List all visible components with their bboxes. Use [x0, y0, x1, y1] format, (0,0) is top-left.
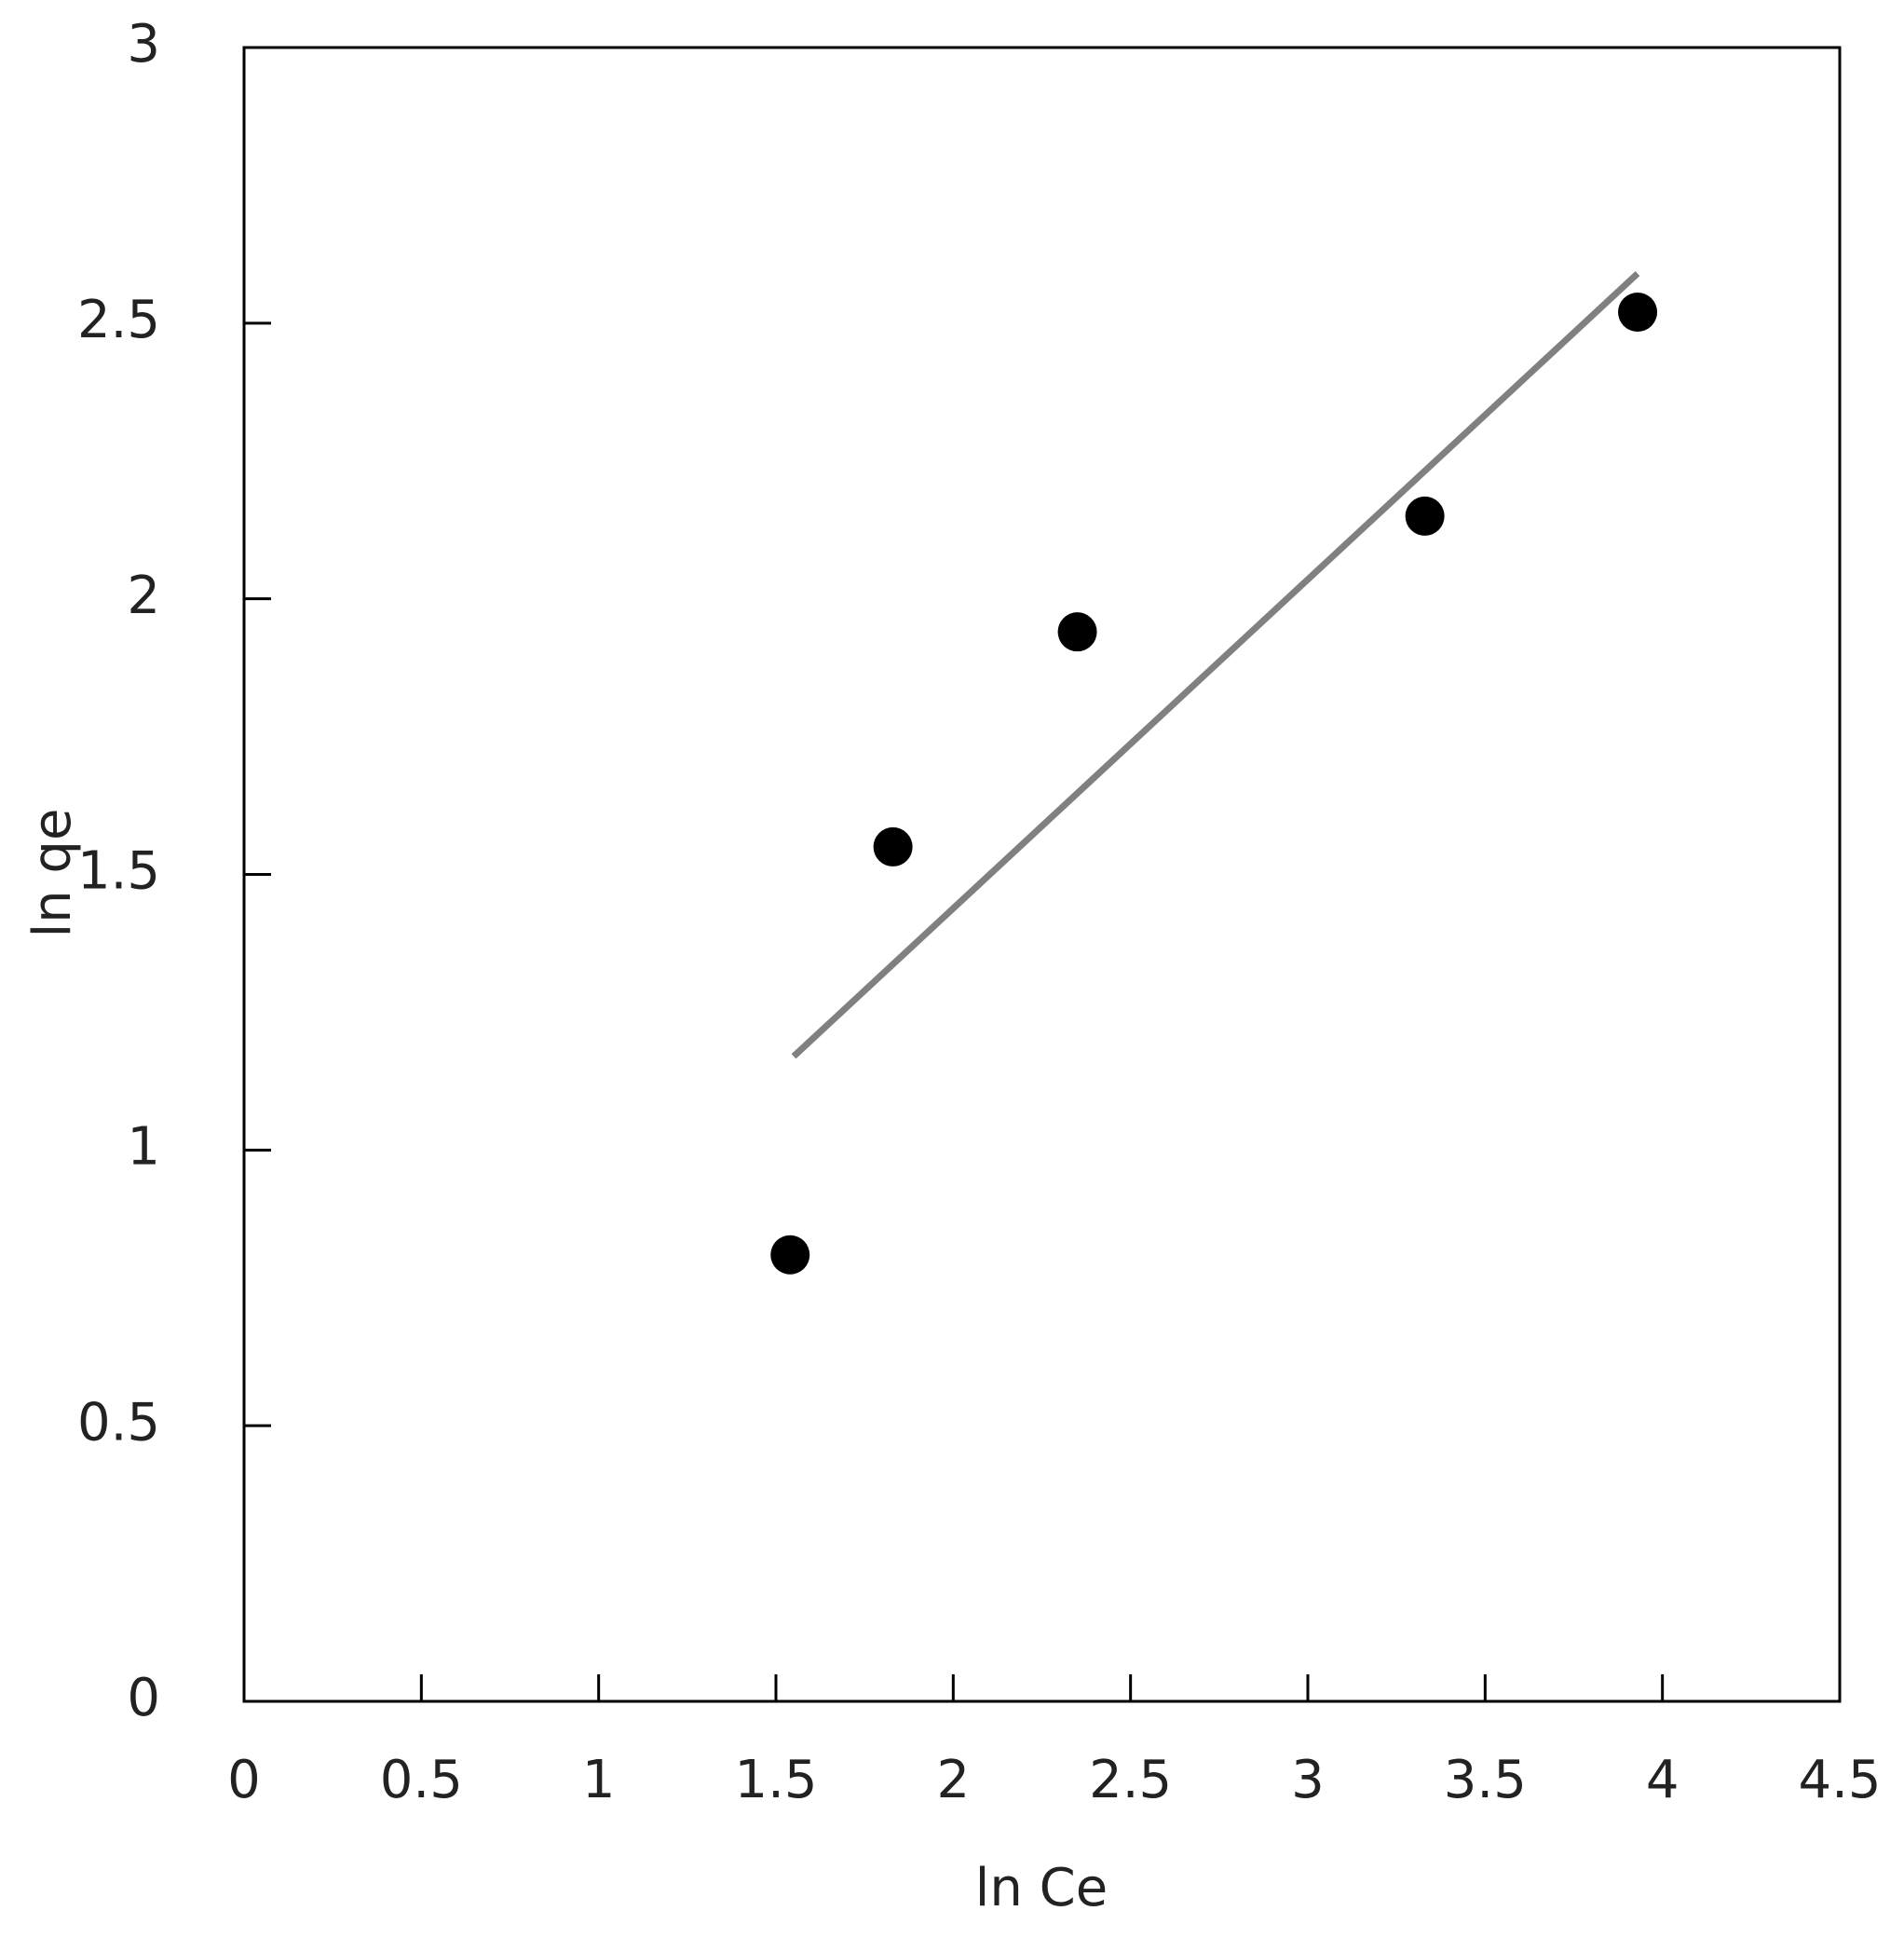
data-point — [1618, 293, 1658, 332]
plot-frame — [242, 46, 1842, 1703]
y-axis-title: ln qe — [22, 809, 83, 938]
x-tick-label: 2.5 — [1089, 1750, 1172, 1810]
y-tick-label: 1.5 — [77, 841, 160, 902]
x-tick-label: 1.5 — [734, 1750, 817, 1810]
data-point — [1057, 612, 1097, 652]
trend-line — [791, 271, 1640, 1059]
x-tick-label: 0 — [227, 1750, 261, 1810]
x-tick-label: 3.5 — [1444, 1750, 1527, 1810]
data-point — [1405, 496, 1445, 536]
y-tick-label: 2 — [127, 566, 160, 626]
x-tick-label: 0.5 — [380, 1750, 463, 1810]
data-point — [770, 1235, 810, 1275]
y-tick-label: 1 — [127, 1116, 160, 1177]
x-tick-label: 4.5 — [1798, 1750, 1881, 1810]
x-axis-title: ln Ce — [975, 1858, 1108, 1918]
x-tick-label: 4 — [1646, 1750, 1680, 1810]
x-tick-label: 2 — [937, 1750, 971, 1810]
y-tick-label: 3 — [127, 14, 160, 75]
y-tick-label: 0.5 — [77, 1392, 160, 1453]
y-tick-label: 0 — [127, 1668, 160, 1728]
x-tick-label: 3 — [1291, 1750, 1325, 1810]
data-point — [873, 826, 913, 867]
x-tick-label: 1 — [582, 1750, 616, 1810]
y-tick-label: 2.5 — [77, 290, 160, 350]
